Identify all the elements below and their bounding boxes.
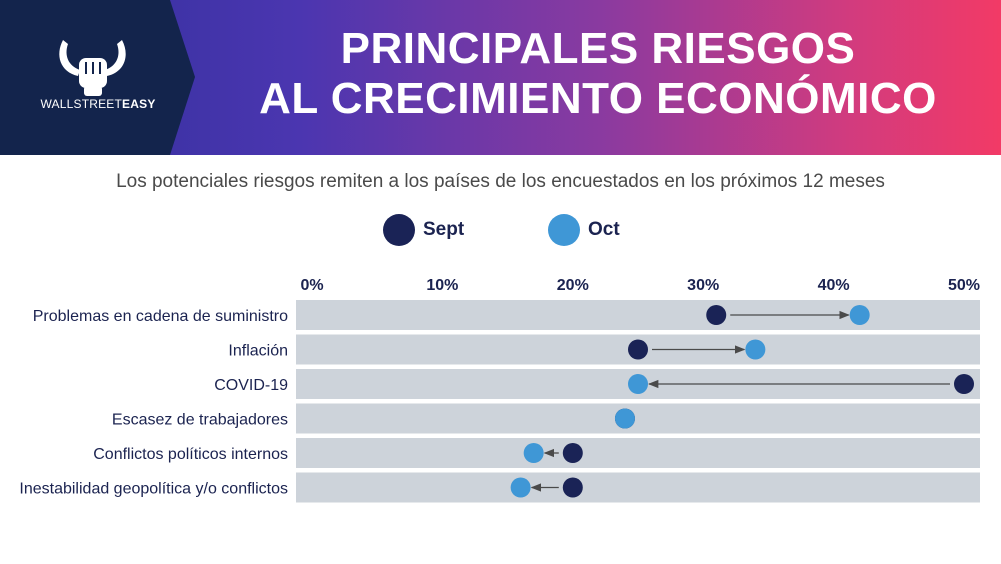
dot-sept — [628, 339, 648, 360]
dot-sept — [562, 443, 583, 463]
category-label: Escasez de trabajadores — [112, 412, 288, 429]
dot-sept — [562, 477, 583, 498]
dot-oct — [614, 408, 635, 429]
dot-oct — [745, 339, 766, 360]
x-tick-label: 20% — [557, 277, 589, 294]
x-tick-label: 0% — [300, 277, 323, 294]
row-band — [296, 403, 980, 434]
x-tick-label: 10% — [426, 277, 458, 294]
dot-oct — [849, 305, 870, 325]
dot-sept — [706, 305, 727, 325]
legend-label-sept: Sept — [423, 219, 465, 240]
x-tick-label: 40% — [818, 277, 850, 294]
dot-oct — [628, 374, 648, 394]
legend-item-sept: Sept — [383, 214, 464, 246]
x-tick-label: 30% — [687, 277, 719, 294]
dot-oct — [510, 477, 531, 498]
legend-item-oct: Oct — [548, 214, 620, 246]
title-line-2: AL CRECIMIENTO ECONÓMICO — [259, 74, 937, 123]
legend-label-oct: Oct — [588, 219, 620, 240]
brand-name: WALLSTREETEASY — [38, 97, 158, 111]
category-label: COVID-19 — [214, 377, 288, 394]
category-label: Inflación — [228, 343, 288, 360]
category-label: Inestabilidad geopolítica y/o conflictos — [19, 481, 288, 498]
category-label: Conflictos políticos internos — [93, 446, 288, 463]
row-band — [296, 300, 980, 330]
dot-oct — [523, 443, 544, 463]
chart-subtitle: Los potenciales riesgos remiten a los pa… — [116, 171, 885, 192]
category-label: Problemas en cadena de suministro — [33, 308, 288, 325]
header-banner: WALLSTREETEASY PRINCIPALES RIESGOS AL CR… — [0, 0, 1001, 155]
title-line-1: PRINCIPALES RIESGOS — [340, 24, 856, 73]
brand-part1: WALLSTREET — [40, 97, 123, 111]
logo-panel — [0, 0, 195, 155]
legend-dot-oct — [548, 214, 580, 246]
dot-sept — [954, 374, 974, 394]
x-tick-label: 50% — [948, 277, 980, 294]
row-band — [296, 472, 980, 503]
page-title: PRINCIPALES RIESGOS AL CRECIMIENTO ECONÓ… — [195, 24, 1001, 124]
brand-part2: EASY — [122, 97, 156, 111]
row-band — [296, 438, 980, 468]
legend-dot-sept — [383, 214, 415, 246]
